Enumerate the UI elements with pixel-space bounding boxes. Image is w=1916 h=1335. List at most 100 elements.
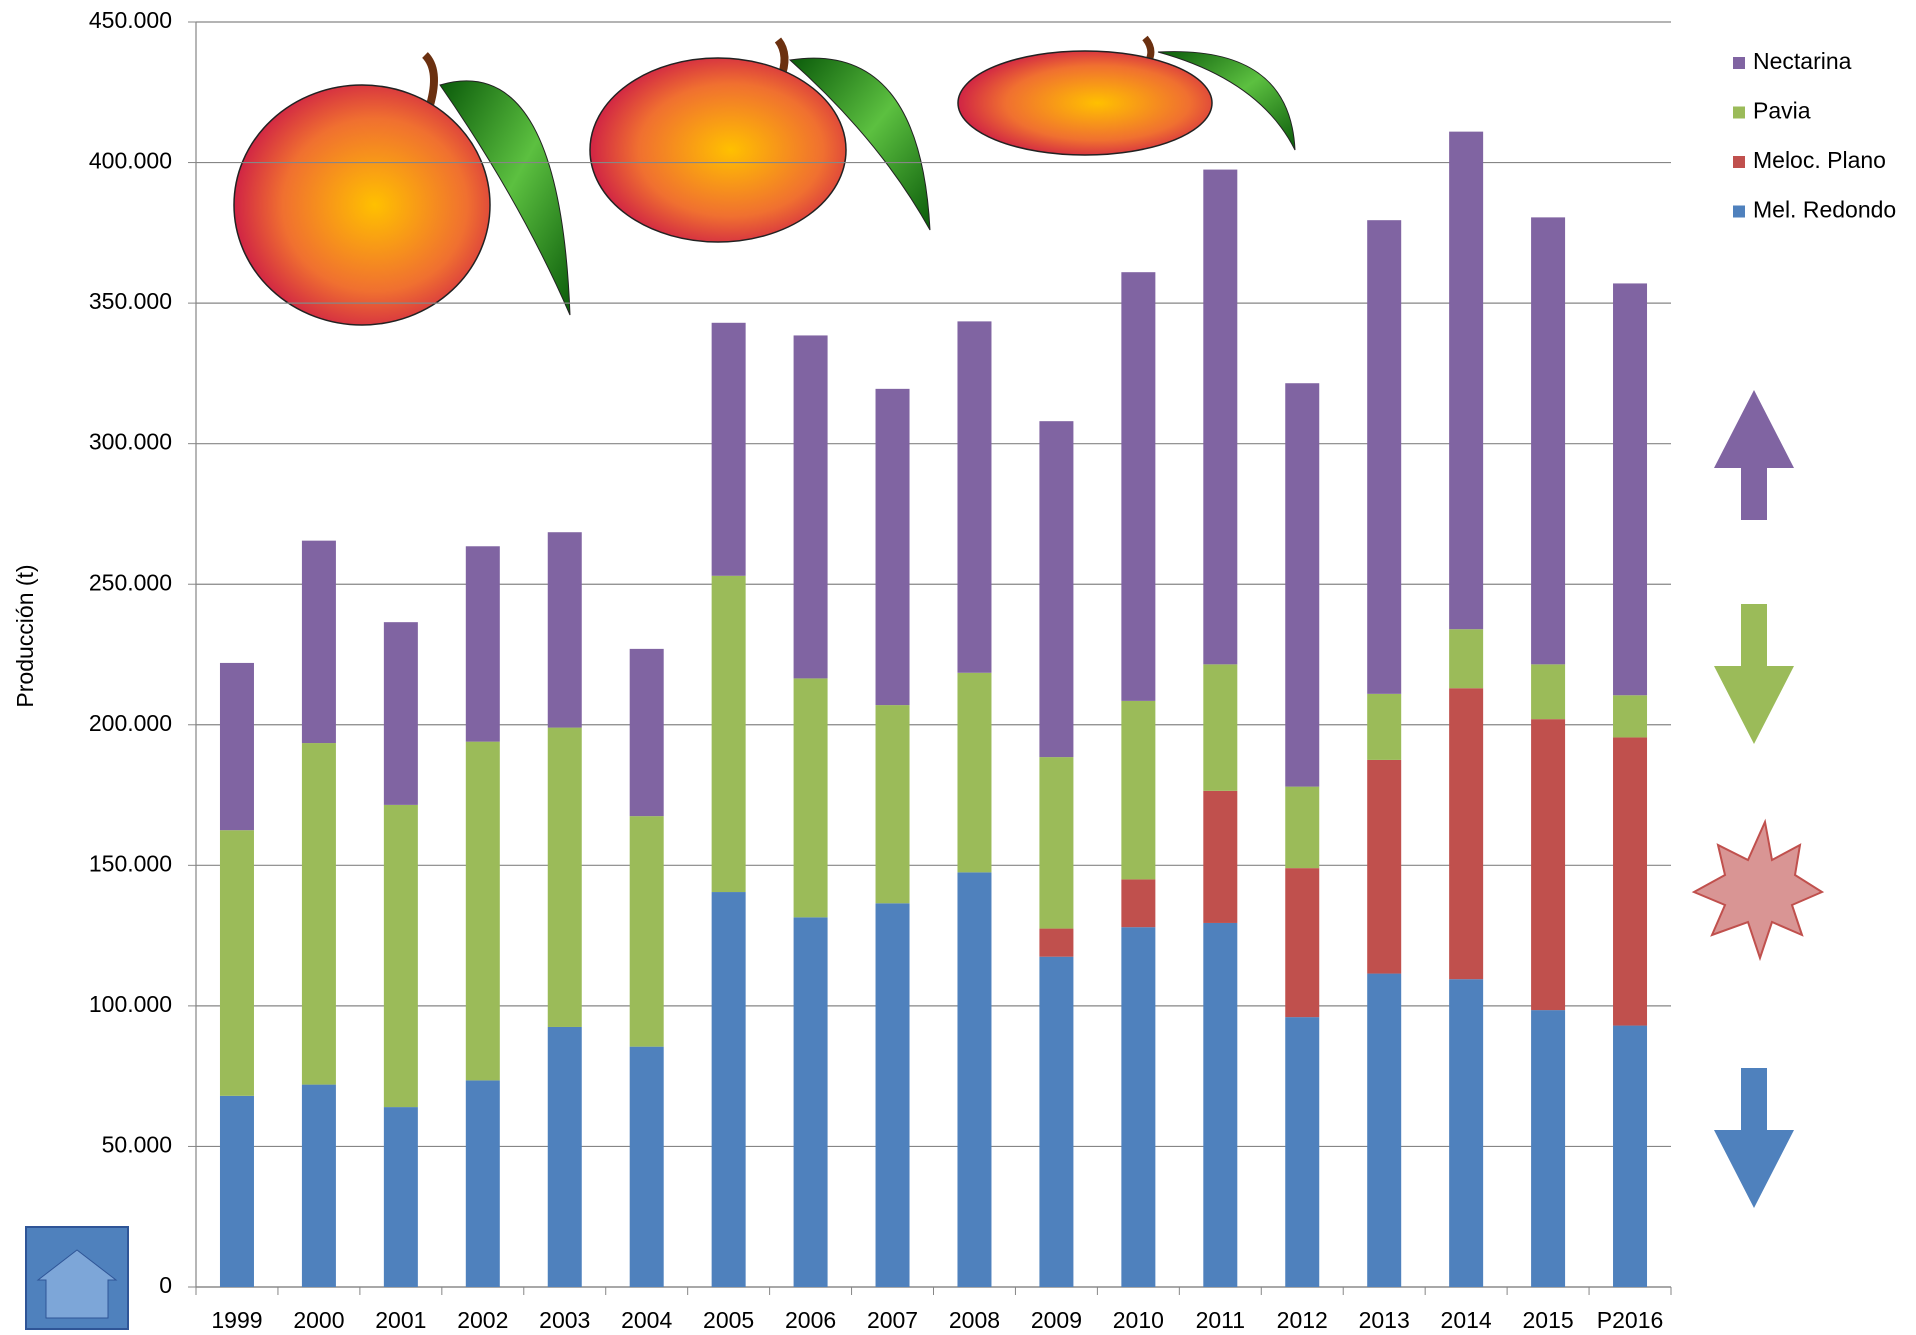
bar-segment [957, 872, 992, 1287]
bar-segment [793, 678, 828, 918]
bar-segment [547, 532, 582, 728]
peach-decorations [233, 35, 1296, 326]
bar-segment [301, 743, 336, 1085]
bar-segment [1039, 956, 1074, 1287]
x-tick-label: 2015 [1522, 1307, 1573, 1333]
bar-segment [1285, 383, 1320, 787]
bar-segment [1203, 790, 1238, 923]
legend-swatch [1733, 57, 1745, 69]
bar-segment [1531, 664, 1566, 720]
x-tick-label: 2011 [1196, 1307, 1245, 1333]
bar-segment [219, 1095, 254, 1287]
bar-segment [1285, 1017, 1320, 1287]
bar-segment [1367, 220, 1402, 694]
bar-segment [1121, 272, 1156, 701]
bar-segment [1449, 629, 1484, 689]
bar-segment [219, 830, 254, 1096]
x-tick-label: 2008 [949, 1307, 1000, 1333]
bar-segment [875, 705, 910, 904]
y-tick-label: 350.000 [89, 288, 172, 314]
bar-segment [1367, 973, 1402, 1287]
bar-segment [383, 1107, 418, 1287]
bar-segment [1449, 979, 1484, 1287]
bar-segment [1613, 737, 1648, 1026]
legend-label: Nectarina [1753, 48, 1852, 74]
bar-segment [1039, 757, 1074, 929]
bar-segment [1203, 922, 1238, 1287]
bar-segment [1613, 283, 1648, 696]
bar-segment [1039, 928, 1074, 957]
bar-segment [629, 816, 664, 1047]
y-tick-label: 300.000 [89, 429, 172, 455]
bar-segment [465, 546, 500, 742]
bar-segment [465, 1080, 500, 1287]
y-tick-label: 450.000 [89, 7, 172, 33]
bar-segment [1285, 868, 1320, 1018]
bar-segment [301, 1084, 336, 1287]
bar-segment [383, 622, 418, 805]
bar-segment [875, 903, 910, 1287]
bar-segment [547, 1026, 582, 1287]
y-tick-label: 50.000 [102, 1132, 172, 1158]
bar-segment [957, 321, 992, 673]
y-tick-label: 200.000 [89, 710, 172, 736]
y-tick-label: 150.000 [89, 850, 172, 876]
bar-segment [1367, 693, 1402, 760]
legend-swatch [1733, 106, 1745, 119]
bar-segment [1121, 879, 1156, 928]
x-tick-label: 2004 [621, 1307, 672, 1333]
legend-label: Mel. Redondo [1753, 197, 1896, 223]
y-tick-label: 0 [159, 1272, 172, 1298]
x-tick-label: 2003 [539, 1307, 590, 1333]
x-tick-label: 1999 [211, 1307, 262, 1333]
bar-segment [1449, 688, 1484, 980]
x-tick-label: P2016 [1597, 1307, 1664, 1333]
legend-label: Meloc. Plano [1753, 147, 1886, 173]
x-tick-label: 2000 [293, 1307, 344, 1333]
x-tick-label: 2002 [457, 1307, 508, 1333]
bar-segment [1531, 217, 1566, 665]
bar-segment [793, 335, 828, 679]
bar-segment [465, 741, 500, 1081]
legend-swatch [1733, 156, 1745, 168]
x-tick-label: 2010 [1113, 1307, 1164, 1333]
bar-segment [875, 388, 910, 706]
bar-segment [301, 540, 336, 744]
bar-segment [1367, 759, 1402, 974]
x-tick-label: 2014 [1441, 1307, 1492, 1333]
bar-segment [711, 892, 746, 1287]
bar-segment [957, 672, 992, 873]
bar-segment [629, 1046, 664, 1287]
y-tick-label: 250.000 [89, 569, 172, 595]
trend-icons [1691, 390, 1825, 1208]
home-button[interactable] [25, 1226, 129, 1330]
bar-segment [383, 804, 418, 1108]
bar-segment [711, 322, 746, 576]
y-tick-label: 400.000 [89, 148, 172, 174]
legend-label: Pavia [1753, 98, 1811, 124]
bar-segment [219, 662, 254, 831]
x-tick-label: 2005 [703, 1307, 754, 1333]
bar-segment [629, 648, 664, 817]
y-tick-label: 100.000 [89, 991, 172, 1017]
bar-segment [1285, 786, 1320, 869]
bar-segment [1531, 719, 1566, 1011]
bar-segment [1531, 1010, 1566, 1287]
bar-segment [1203, 664, 1238, 791]
x-tick-label: 2006 [785, 1307, 836, 1333]
bar-segment [1203, 169, 1238, 665]
bar-segment [1039, 421, 1074, 758]
x-tick-label: 2009 [1031, 1307, 1082, 1333]
bar-segment [1613, 1025, 1648, 1287]
x-tick-label: 2013 [1359, 1307, 1410, 1333]
x-tick-label: 2012 [1277, 1307, 1328, 1333]
bar-segment [1613, 695, 1648, 738]
y-axis-title: Producción (t) [12, 564, 38, 707]
bar-segment [1121, 927, 1156, 1287]
x-tick-label: 2007 [867, 1307, 918, 1333]
bar-segment [793, 917, 828, 1287]
bar-segment [711, 575, 746, 893]
bar-segment [547, 727, 582, 1027]
bar-segment [1449, 131, 1484, 630]
